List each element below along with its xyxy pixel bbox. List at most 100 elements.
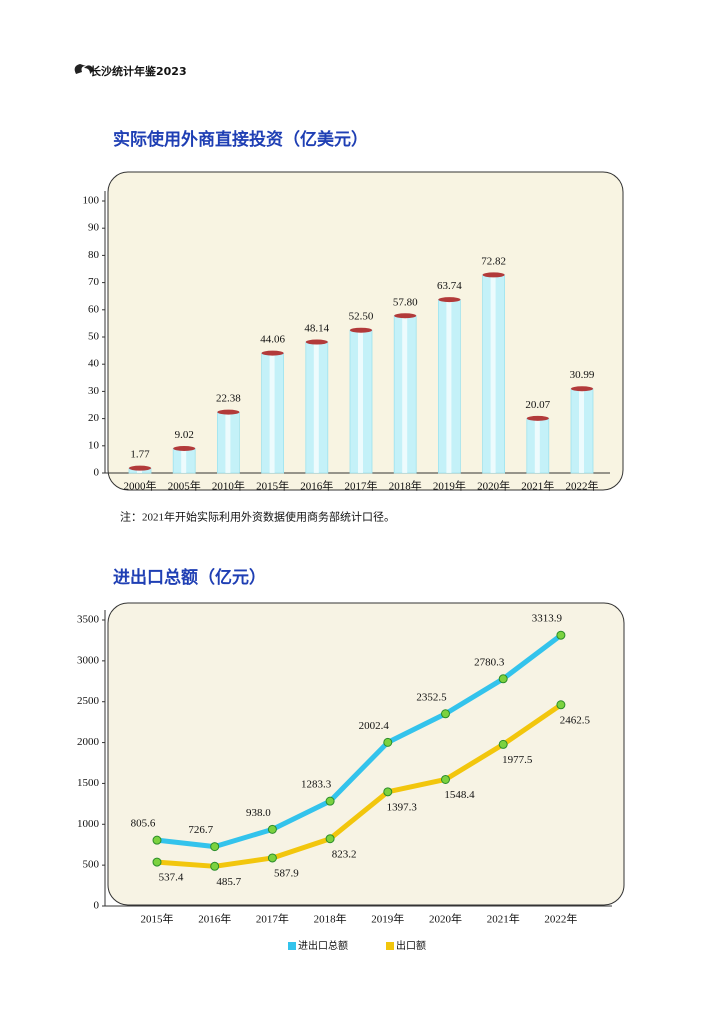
value-label: 63.74 [437,280,462,292]
bar-highlight [358,330,363,473]
y-tick-label: 3500 [77,614,100,626]
x-tick-label: 2005年 [168,479,201,493]
y-tick-label: 20 [88,412,100,424]
y-tick-label: 1000 [77,818,100,830]
header: 长沙统计年鉴2023 [90,64,187,78]
x-tick-label: 2010年 [212,479,245,493]
value-label: 1283.3 [301,779,332,791]
value-label: 72.82 [481,255,506,267]
y-tick-label: 10 [88,439,100,451]
y-tick-label: 50 [88,331,100,343]
bar-highlight [490,274,496,473]
bar-highlight [534,418,540,473]
x-tick-label: 2020年 [429,912,462,926]
value-label: 1.77 [130,449,150,461]
point [210,842,220,852]
bar-cap [173,445,196,451]
chart-title: 实际使用外商直接投资（亿美元） [113,129,368,150]
bar-cap [129,465,151,471]
value-label: 57.80 [393,296,418,308]
value-label: 22.38 [216,393,241,405]
x-tick-label: 2020年 [477,479,510,493]
x-tick-label: 2022年 [544,912,577,926]
note: 注：2021年开始实际利用外资数据使用商务部统计口径。 [120,510,395,524]
bar-cap [438,297,461,303]
x-tick-label: 2017年 [256,912,289,926]
value-label: 30.99 [570,369,595,381]
bar-highlight [446,299,452,473]
legend-swatch [288,942,296,950]
value-label: 2780.3 [474,656,505,668]
x-tick-label: 2022年 [566,479,599,493]
point [152,857,162,867]
point [267,853,277,863]
point [498,739,508,749]
value-label: 44.06 [260,334,285,346]
value-label: 2462.5 [560,714,591,726]
bar-highlight [269,353,275,473]
y-tick-label: 2500 [77,695,100,707]
x-tick-label: 2018年 [314,912,347,926]
x-tick-label: 2019年 [433,479,466,493]
point [383,787,393,797]
point [441,709,450,719]
y-tick-label: 30 [88,385,100,397]
point [210,861,220,871]
point [498,674,508,684]
y-tick-label: 70 [88,276,100,288]
value-label: 485.7 [216,876,241,888]
y-tick-label: 0 [94,900,100,912]
series-line [156,633,563,850]
x-tick-label: 2018年 [389,479,422,493]
value-label: 805.6 [131,818,156,830]
x-tick-label: 2019年 [371,912,404,926]
y-tick-label: 60 [88,303,100,315]
y-tick-label: 0 [94,467,100,479]
value-label: 938.0 [246,807,271,819]
bar-cap [217,409,240,415]
bar-highlight [402,315,408,473]
bar-cap [394,313,417,319]
y-tick-label: 1500 [77,777,100,789]
point [325,834,335,844]
value-label: 52.50 [349,311,374,323]
value-label: 48.14 [304,323,329,335]
point [441,774,450,784]
bar-highlight [225,412,231,473]
y-tick-label: 500 [83,859,100,871]
bar-cap [482,272,505,278]
series-line [156,702,563,869]
point [267,824,277,834]
x-tick-label: 2021年 [521,479,554,493]
value-label: 3313.9 [532,613,563,625]
value-label: 587.9 [274,867,299,879]
y-tick-label: 3000 [77,654,100,666]
value-label: 1548.4 [444,789,475,801]
panel [107,602,625,906]
bar-cap [261,350,284,356]
y-tick-label: 100 [83,195,100,207]
value-label: 1977.5 [502,754,533,766]
y-tick-label: 80 [88,249,100,261]
bar-highlight [313,342,319,473]
x-tick-label: 2000年 [124,479,157,493]
value-label: 20.07 [525,399,550,411]
bar-highlight [579,388,584,473]
value-label: 2002.4 [359,720,390,732]
point [556,630,566,640]
value-label: 726.7 [188,824,213,836]
value-label: 537.4 [159,872,184,884]
x-tick-label: 2016年 [300,479,333,493]
legend-label: 出口额 [396,939,426,952]
legend-swatch [386,942,394,950]
header-logo [74,64,94,74]
bar-cap [305,339,328,345]
x-tick-label: 2017年 [345,479,378,493]
y-tick-label: 90 [88,222,100,234]
value-label: 2352.5 [416,691,447,703]
point [152,835,162,845]
chart-title: 进出口总额（亿元） [113,567,266,588]
value-label: 9.02 [175,429,194,441]
point [325,796,335,806]
